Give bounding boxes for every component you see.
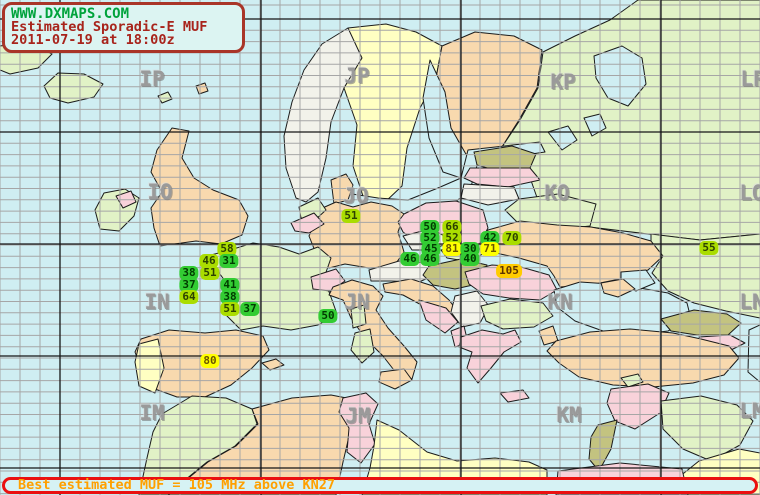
land-shape [138, 395, 258, 495]
muf-badge-64: 64 [179, 290, 199, 304]
muf-badge-46: 46 [400, 252, 420, 266]
muf-badge-51: 51 [341, 209, 361, 223]
grid-field-label-kn: KN [547, 290, 573, 314]
grid-field-label-ln: LN [739, 290, 760, 314]
map-info-box: WWW.DXMAPS.COM Estimated Sporadic-E MUF … [2, 2, 245, 53]
grid-field-label-im: IM [139, 401, 165, 425]
land-shape [157, 91, 173, 104]
land-shape [328, 279, 418, 380]
land-shape [167, 394, 358, 495]
muf-badge-42: 42 [480, 231, 500, 245]
land-shape [261, 358, 285, 371]
water-shape [747, 324, 760, 383]
muf-badge-70: 70 [502, 231, 522, 245]
grid-field-label-jn: JN [344, 290, 370, 314]
land-shape [343, 23, 443, 204]
muf-badge-46: 46 [199, 254, 219, 268]
muf-badge-66: 66 [442, 220, 462, 234]
grid-field-label-jp: JP [344, 64, 370, 88]
site-url: WWW.DXMAPS.COM [11, 6, 130, 22]
land-shape [134, 338, 165, 394]
muf-badge-38: 38 [220, 290, 240, 304]
muf-badge-105: 105 [496, 264, 522, 278]
land-shape [480, 298, 554, 330]
grid-field-label-lp: LP [740, 67, 760, 91]
muf-badge-46: 46 [420, 252, 440, 266]
grid-field-label-km: KM [556, 403, 582, 427]
grid-field-label-lm: LM [739, 399, 760, 423]
land-shape [290, 212, 325, 234]
muf-badge-52: 52 [420, 231, 440, 245]
grid-field-label-io: IO [147, 180, 173, 204]
land-shape [600, 278, 636, 298]
muf-badge-31: 31 [219, 254, 239, 268]
muf-badge-51: 51 [220, 302, 240, 316]
land-shape [606, 383, 670, 430]
muf-badge-50: 50 [318, 309, 338, 323]
grid-field-label-jm: JM [345, 404, 371, 428]
status-bar: Best estimated MUF = 105 MHz above KN27 [2, 477, 758, 494]
land-shape [338, 392, 379, 464]
muf-badge-80: 80 [200, 354, 220, 368]
muf-badge-38: 38 [179, 266, 199, 280]
status-text: Best estimated MUF = 105 MHz above KN27 [18, 477, 335, 493]
grid-field-label-ko: KO [544, 181, 570, 205]
muf-badge-81: 81 [442, 242, 462, 256]
grid-field-label-lo: LO [739, 181, 760, 205]
muf-badge-71: 71 [480, 242, 500, 256]
muf-badge-41: 41 [220, 278, 240, 292]
map-title: Estimated Sporadic-E MUF [11, 19, 208, 35]
muf-badge-51: 51 [200, 266, 220, 280]
land-shape [195, 82, 209, 95]
muf-badge-50: 50 [420, 220, 440, 234]
land-shape [418, 299, 459, 334]
muf-badge-55: 55 [699, 241, 719, 255]
muf-badge-52: 52 [442, 231, 462, 245]
grid-field-label-in: IN [144, 290, 170, 314]
muf-badge-40: 40 [460, 252, 480, 266]
muf-badge-58: 58 [217, 242, 237, 256]
muf-badge-37: 37 [179, 278, 199, 292]
grid-field-label-kp: KP [550, 70, 576, 94]
muf-badge-37: 37 [240, 302, 260, 316]
land-shape [43, 72, 104, 104]
grid-field-label-ip: IP [139, 67, 165, 91]
land-shape [499, 389, 530, 403]
map-datetime: 2011-07-19 at 18:00z [11, 32, 175, 48]
grid-field-label-jo: JO [343, 184, 369, 208]
